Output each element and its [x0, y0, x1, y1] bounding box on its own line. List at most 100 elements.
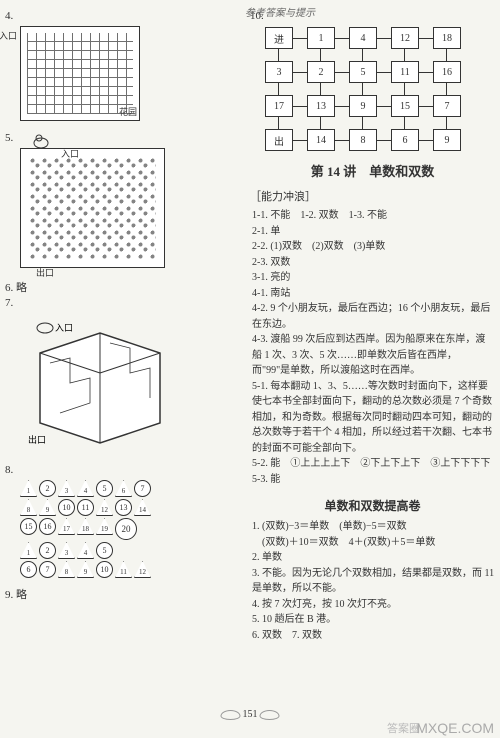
item-6-label: 6. 略: [5, 279, 240, 295]
grid-connector-h: [293, 38, 307, 39]
grid-cell: 13: [307, 95, 335, 117]
grid-cell: 14: [307, 129, 335, 151]
shape-circle: 10: [96, 561, 113, 578]
shape-circle-big: 20: [115, 518, 137, 540]
grid-cell: 2: [307, 61, 335, 83]
shape-triangle: 8: [58, 561, 75, 578]
grid-connector-v: [320, 117, 321, 129]
shape-row: 12345: [20, 542, 240, 559]
maze-4-entry: 入口: [0, 29, 17, 42]
grid-cell: 5: [349, 61, 377, 83]
shape-circle: 16: [39, 518, 56, 535]
grid-connector-v: [446, 49, 447, 61]
item-4-label: 4.: [5, 10, 240, 22]
answer-line: 3-1. 亮的: [252, 270, 495, 286]
answer-line: 5-1. 每本翻动 1、3、5……等次数时封面向下，这样要使七本书全部封面向下，…: [252, 379, 495, 457]
answer-line: 4-2. 9 个小朋友玩，最后在西边；16 个小朋友玩，最后在东边。: [252, 301, 495, 332]
exercise-line: 2. 单数: [252, 550, 495, 566]
maze-5-exit: 出口: [36, 266, 54, 279]
grid-cell: 9: [433, 129, 461, 151]
grid-connector-v: [404, 83, 405, 95]
grid-connector-h: [419, 38, 433, 39]
shape-row: 6789101112: [20, 561, 240, 578]
grid-cell: 15: [391, 95, 419, 117]
shape-circle: 13: [115, 499, 132, 516]
answer-line: 2-3. 双数: [252, 255, 495, 271]
shape-triangle: 6: [115, 480, 132, 497]
shape-triangle: 18: [77, 518, 94, 535]
grid-connector-v: [278, 83, 279, 95]
dog-icon: [31, 131, 51, 151]
shape-triangle: 4: [77, 542, 94, 559]
page-header: 参考答案与提示: [245, 4, 315, 19]
shape-triangle: 3: [58, 480, 75, 497]
grid-connector-h: [293, 72, 307, 73]
grid-connector-row: [265, 49, 495, 61]
shape-triangle: 19: [96, 518, 113, 535]
grid-connector-h: [335, 106, 349, 107]
shape-triangle: 1: [20, 480, 37, 497]
cube-exit-label: 出口: [28, 434, 46, 445]
grid-cell: 11: [391, 61, 419, 83]
answer-line: 4-1. 南站: [252, 286, 495, 302]
exercise-line: 3. 不能。因为无论几个双数相加，结果都是双数，而 11 是单数，所以不能。: [252, 566, 495, 597]
answers-block: 1-1. 不能 1-2. 双数 1-3. 不能2-1. 单2-2. (1)双数 …: [250, 208, 495, 487]
grid-connector-v: [404, 117, 405, 129]
grid-connector-v: [362, 49, 363, 61]
shape-grid: 1234567891011121314151617181920123456789…: [20, 480, 240, 578]
grid-connector-v: [362, 83, 363, 95]
answer-line: 1-1. 不能 1-2. 双数 1-3. 不能: [252, 208, 495, 224]
grid-connector-row: [265, 83, 495, 95]
shape-row: 891011121314: [20, 499, 240, 516]
shape-circle: 6: [20, 561, 37, 578]
exercise-line: 4. 按 7 次灯亮，按 10 次灯不亮。: [252, 597, 495, 613]
grid-connector-h: [335, 140, 349, 141]
watermark-side: 答案圈: [387, 720, 420, 736]
answer-line: 2-2. (1)双数 (2)双数 (3)单数: [252, 239, 495, 255]
item-8-label: 8.: [5, 464, 240, 476]
maze-4-exit: 花园: [119, 105, 137, 118]
cube-maze-7: 入口 出口: [10, 313, 170, 453]
exercise-line: 5. 10 趟后在 B 港。: [252, 612, 495, 628]
shape-circle: 2: [39, 480, 56, 497]
answer-line: 5-3. 能: [252, 472, 495, 488]
grid-diagram: 进141218325111617139157出14869: [265, 27, 495, 151]
grid-cell: 7: [433, 95, 461, 117]
lesson-title: 第 14 讲 单数和双数: [250, 161, 495, 180]
answer-line: 5-2. 能 ①上上上上下 ②下上下上下 ③上下下下下: [252, 456, 495, 472]
grid-cell: 17: [265, 95, 293, 117]
shape-triangle: 3: [58, 542, 75, 559]
grid-connector-h: [377, 140, 391, 141]
shape-triangle: 11: [115, 561, 132, 578]
shape-triangle: 17: [58, 518, 75, 535]
shape-triangle: 14: [134, 499, 151, 516]
item-9-label: 9. 略: [5, 586, 240, 602]
grid-connector-h: [335, 72, 349, 73]
sub-title: 单数和双数提高卷: [250, 497, 495, 514]
grid-connector-h: [419, 106, 433, 107]
grid-cell: 6: [391, 129, 419, 151]
grid-row: 17 13 9 15 7: [265, 95, 495, 117]
maze-4: 入口 花园: [20, 26, 140, 121]
shape-triangle: 4: [77, 480, 94, 497]
grid-cell: 进: [265, 27, 293, 49]
grid-cell: 8: [349, 129, 377, 151]
grid-connector-v: [278, 49, 279, 61]
right-column: 10. 进141218325111617139157出14869 第 14 讲 …: [245, 0, 500, 738]
grid-cell: 出: [265, 129, 293, 151]
grid-cell: 9: [349, 95, 377, 117]
exercise-line: 6. 双数 7. 双数: [252, 628, 495, 644]
shape-circle: 5: [96, 480, 113, 497]
grid-cell: 1: [307, 27, 335, 49]
shape-triangle: 12: [134, 561, 151, 578]
shape-triangle: 9: [77, 561, 94, 578]
left-column: 4. 入口 花园 5. 入口 出口 6. 略 7. 入口 出口 8. 12345…: [0, 0, 245, 738]
item-7-label: 7.: [5, 297, 240, 309]
shape-row: 151617181920: [20, 518, 240, 540]
grid-row: 3251116: [265, 61, 495, 83]
grid-connector-v: [278, 117, 279, 129]
bug-icon: [37, 323, 53, 333]
shape-circle: 7: [39, 561, 56, 578]
grid-connector-h: [377, 72, 391, 73]
shape-row: 1234567: [20, 480, 240, 497]
